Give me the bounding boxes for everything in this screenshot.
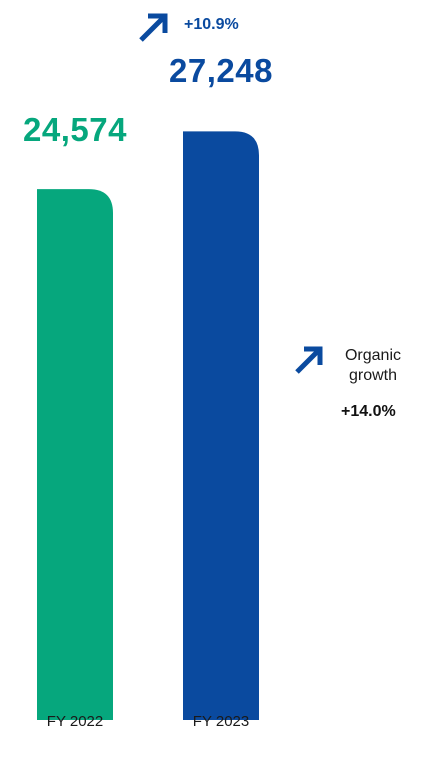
organic-growth-value: +14.0%	[341, 403, 396, 420]
total-growth-label: +10.9%	[184, 16, 239, 33]
organic-growth-arrow-icon	[295, 346, 323, 374]
organic-growth-caption: Organic growth	[328, 346, 418, 386]
organic-caption-line2: growth	[348, 367, 398, 384]
bar-value-label-fy2022: 24,574	[23, 111, 127, 148]
bar-fy-2022	[37, 189, 113, 720]
x-tick-label-fy2022: FY 2022	[46, 713, 104, 730]
x-tick-label-fy2023: FY 2023	[192, 713, 250, 730]
bar-value-label-fy2023: 27,248	[169, 52, 273, 89]
growth-arrow-icon	[139, 13, 168, 42]
bar-fy-2023	[183, 131, 259, 720]
organic-caption-line1: Organic	[344, 347, 402, 364]
